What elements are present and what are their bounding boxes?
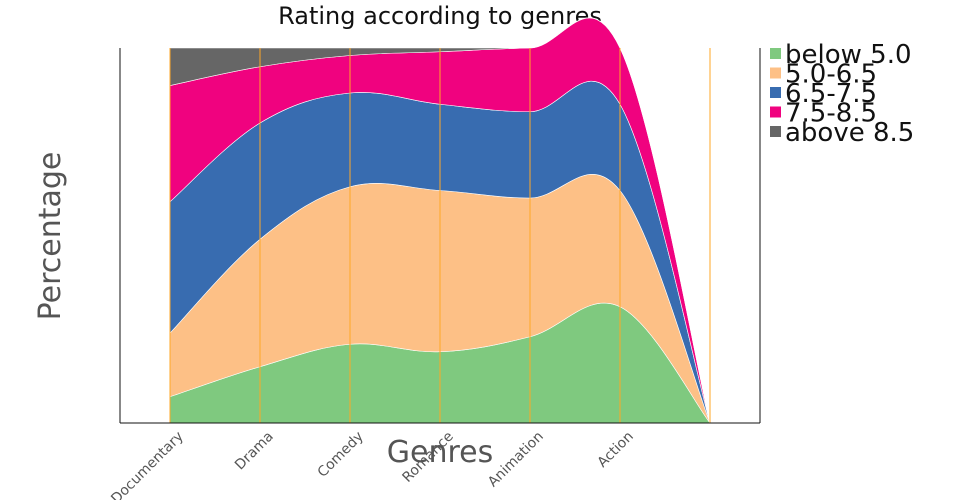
- x-tick-label-comedy: Comedy: [315, 429, 367, 481]
- y-axis-label: Percentage: [33, 152, 68, 321]
- x-tick-label-documentary: Documentary: [108, 429, 187, 500]
- legend-label-below-5-0: below 5.0: [785, 40, 912, 70]
- x-axis-label: Genres: [387, 435, 493, 470]
- legend-label-6-5-7-5: 6.5-7.5: [785, 79, 877, 109]
- legend-swatch-7-5-8-5: [770, 106, 781, 118]
- chart-title: Rating according to genres: [278, 2, 602, 30]
- axes: [119, 48, 761, 424]
- legend-label-7-5-8-5: 7.5-8.5: [785, 99, 877, 129]
- x-tick-label-action: Action: [595, 429, 637, 471]
- legend-label-above-8-5: above 8.5: [785, 118, 914, 148]
- x-tick-label-drama: Drama: [232, 429, 277, 474]
- legend-swatch-below-5-0: [770, 48, 781, 59]
- legend-label-5-0-6-5: 5.0-6.5: [785, 60, 877, 90]
- legend-swatch-5-0-6-5: [770, 67, 781, 79]
- legend-swatch-above-8-5: [770, 126, 781, 137]
- gridlines: [169, 48, 711, 423]
- x-tick-label-animation: Animation: [485, 429, 547, 491]
- legend-swatch-6-5-7-5: [770, 87, 781, 98]
- x-tick-labels: Documentary Drama Comedy Romance Animation Ac…: [108, 429, 637, 500]
